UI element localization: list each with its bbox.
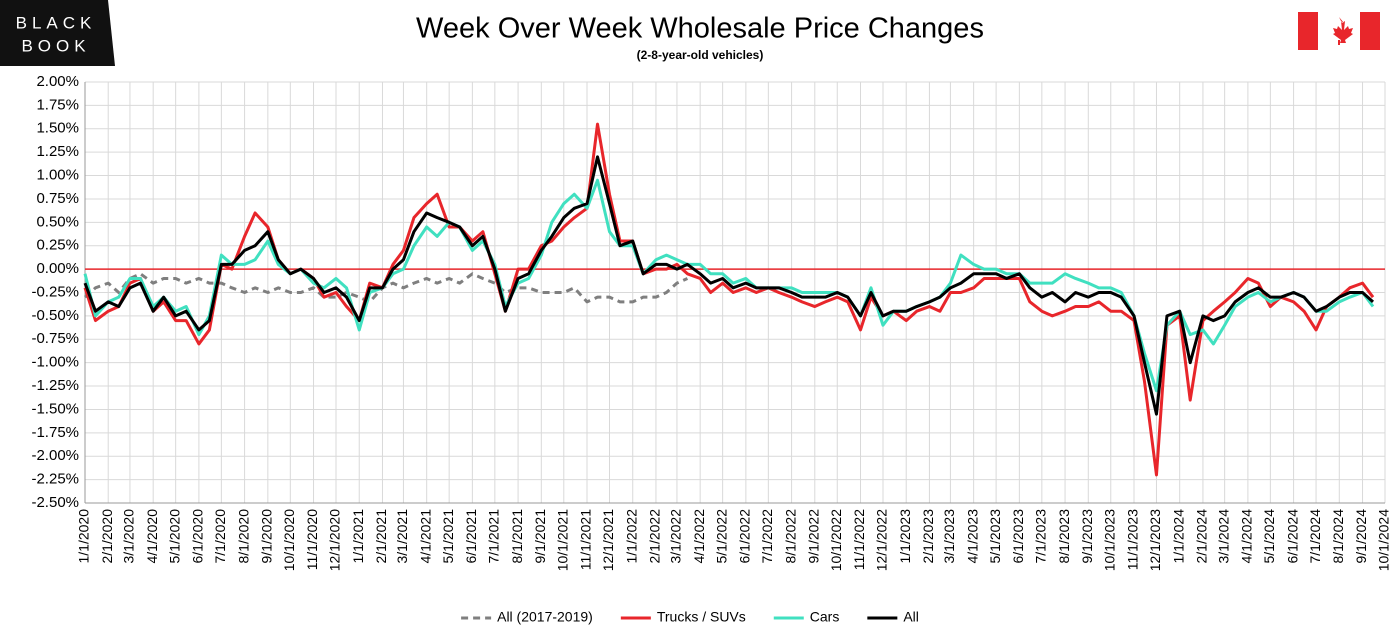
y-tick-label: 1.00% [36,167,79,184]
x-tick-label: 5/1/2023 [987,509,1003,564]
x-tick-label: 9/1/2023 [1079,509,1095,564]
x-tick-label: 4/1/2021 [417,509,433,564]
x-tick-label: 7/1/2024 [1307,509,1323,564]
x-tick-label: 10/1/2022 [828,509,844,571]
flag [1298,12,1380,50]
x-tick-label: 8/1/2022 [782,509,798,564]
x-tick-label: 6/1/2021 [463,509,479,564]
x-tick-label: 5/1/2024 [1261,509,1277,564]
x-tick-label: 3/1/2022 [668,509,684,564]
x-tick-label: 11/1/2021 [578,509,594,570]
x-tick-label: 12/1/2023 [1147,509,1163,571]
x-tick-label: 10/1/2024 [1376,509,1392,571]
legend-label: All [903,609,919,625]
y-tick-label: -2.50% [31,494,79,511]
x-tick-label: 8/1/2021 [509,509,525,564]
x-tick-label: 7/1/2022 [759,509,775,564]
y-tick-label: 0.50% [36,213,79,230]
x-tick-label: 4/1/2022 [691,509,707,564]
y-tick-label: -2.00% [31,447,79,464]
logo-badge [0,0,115,66]
x-tick-label: 2/1/2023 [920,509,936,564]
y-tick-label: 1.25% [36,143,79,160]
legend-item: All (2017-2019) [461,609,593,625]
legend-item: All [867,609,919,625]
y-tick-label: 0.00% [36,260,79,277]
legend-label: All (2017-2019) [497,609,593,625]
x-tick-label: 11/1/2022 [851,509,867,570]
legend-item: Cars [773,609,840,625]
y-tick-label: -1.00% [31,354,79,371]
x-tick-label: 9/1/2022 [806,509,822,564]
x-tick-label: 8/1/2024 [1330,509,1346,564]
x-tick-label: 3/1/2020 [121,509,137,564]
x-tick-label: 6/1/2022 [737,509,753,564]
x-tick-label: 1/1/2021 [350,509,366,564]
x-tick-label: 2/1/2021 [373,509,389,564]
x-tick-label: 5/1/2022 [713,509,729,564]
x-tick-label: 12/1/2020 [327,509,343,571]
x-tick-label: 2/1/2022 [647,509,663,564]
chart-title: Week Over Week Wholesale Price Changes [416,13,984,45]
flag-band [1360,12,1380,50]
x-tick-label: 6/1/2023 [1010,509,1026,564]
y-tick-label: -1.75% [31,424,79,441]
x-tick-label: 10/1/2020 [281,509,297,571]
y-tick-label: -0.50% [31,307,79,324]
legend-label: Cars [810,609,840,625]
legend-item: Trucks / SUVs [620,609,746,625]
x-tick-label: 3/1/2021 [394,509,410,564]
x-tick-label: 3/1/2023 [941,509,957,564]
y-tick-label: -0.75% [31,330,79,347]
x-tick-label: 6/1/2020 [190,509,206,564]
x-tick-label: 5/1/2020 [166,509,182,564]
y-tick-label: -1.25% [31,377,79,394]
flag-leaf [1333,17,1353,45]
x-tick-label: 12/1/2022 [874,509,890,571]
x-tick-label: 1/1/2023 [897,509,913,564]
legend: All (2017-2019) Trucks / SUVs Cars All [461,609,919,625]
x-tick-label: 8/1/2023 [1056,509,1072,564]
x-tick-label: 7/1/2020 [212,509,228,564]
logo-text: BLACK [16,13,97,32]
legend-label: Trucks / SUVs [657,609,746,625]
series-line [83,155,1375,416]
x-tick-label: 9/1/2024 [1353,509,1369,564]
x-tick-label: 4/1/2023 [964,509,980,564]
x-tick-label: 1/1/2024 [1170,509,1186,564]
x-tick-label: 12/1/2021 [600,509,616,571]
x-tick-label: 4/1/2024 [1239,509,1255,564]
x-tick-label: 11/1/2020 [304,509,320,570]
series-line [84,272,689,304]
chart-subtitle: (2-8-year-old vehicles) [637,48,764,62]
x-tick-label: 10/1/2023 [1101,509,1117,571]
x-tick-label: 2/1/2020 [99,509,115,564]
x-tick-label: 2/1/2024 [1194,509,1210,564]
x-tick-label: 9/1/2021 [532,509,548,564]
x-tick-label: 1/1/2022 [623,509,639,564]
flag-band [1298,12,1318,50]
y-tick-label: 0.75% [36,190,79,207]
x-tick-label: 7/1/2023 [1033,509,1049,564]
y-tick-label: -0.25% [31,283,79,300]
y-tick-label: 0.25% [36,237,79,254]
x-tick-label: 3/1/2024 [1215,509,1231,564]
y-tick-label: 1.75% [36,96,79,113]
x-tick-label: 9/1/2020 [259,509,275,564]
y-tick-label: 1.50% [36,120,79,137]
y-tick-label: -1.50% [31,400,79,417]
y-tick-label: 2.00% [36,73,79,90]
x-tick-label: 5/1/2021 [440,509,456,564]
x-tick-label: 7/1/2021 [486,509,502,564]
x-tick-label: 6/1/2024 [1284,509,1300,564]
x-tick-label: 4/1/2020 [144,509,160,564]
logo-text: BOOK [21,36,90,55]
x-tick-label: 8/1/2020 [235,509,251,564]
x-tick-label: 11/1/2023 [1125,509,1141,570]
y-tick-label: -2.25% [31,471,79,488]
x-tick-label: 1/1/2020 [76,509,92,564]
x-tick-label: 10/1/2021 [554,509,570,571]
